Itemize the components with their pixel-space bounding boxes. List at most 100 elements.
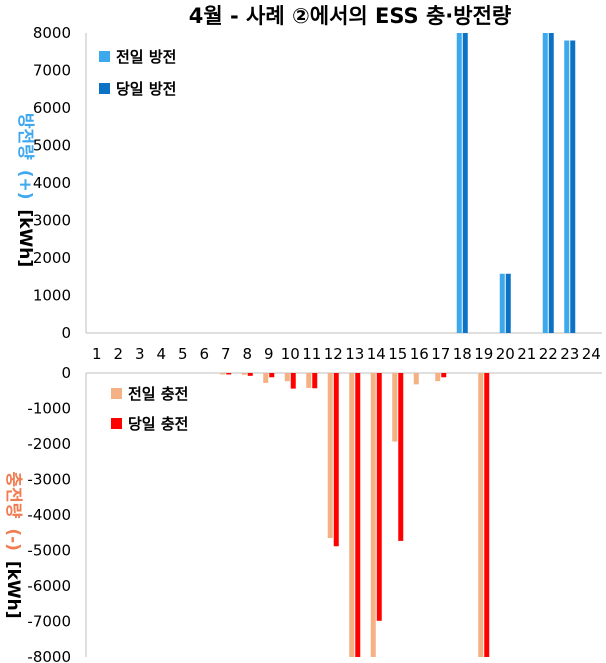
bar-today-charge (269, 373, 275, 378)
x-tick-label: 1 (92, 345, 102, 363)
bar-prev-charge (284, 373, 290, 382)
legend-prev-charge: 전일 충전 (128, 385, 188, 403)
bar-today-charge (484, 373, 490, 657)
bar-prev-discharge (456, 33, 462, 333)
discharge-y-label-main: 방전량 (15, 113, 35, 160)
charge-y-tick-label: -8000 (27, 648, 71, 663)
bar-prev-charge (306, 373, 312, 388)
legend-swatch-today-discharge (99, 83, 110, 94)
legend-today-discharge: 당일 방전 (116, 80, 176, 98)
discharge-y-tick-label: 4000 (33, 174, 71, 192)
x-tick-label: 10 (281, 345, 300, 363)
x-tick-label: 7 (221, 345, 231, 363)
bar-prev-charge (349, 373, 355, 657)
bar-prev-charge (413, 373, 419, 385)
bar-prev-charge (263, 373, 269, 383)
charge-y-tick-label: -1000 (27, 400, 71, 418)
discharge-y-tick-label: 7000 (33, 62, 71, 80)
x-tick-label: 18 (453, 345, 472, 363)
bar-today-charge (355, 373, 361, 657)
charge-y-label-sign: (-) (3, 528, 23, 551)
bar-today-discharge (462, 33, 468, 333)
x-tick-label: 8 (242, 345, 252, 363)
chart-title: 4월 - 사례 ②에서의 ESS 충·방전량 (189, 4, 512, 28)
charge-y-label-main: 충전량 (3, 471, 23, 518)
bar-today-charge (333, 373, 339, 547)
bar-prev-charge (478, 373, 484, 657)
discharge-bars (456, 33, 576, 333)
x-tick-label: 19 (474, 345, 493, 363)
legend-swatch-today-charge (111, 418, 122, 429)
bar-prev-charge (435, 373, 441, 382)
x-tick-label: 4 (156, 345, 166, 363)
discharge-x-ticks: 1 2 3 4 5 6 7 8 9 10 11 12 13 14 15 16 17 18 19 20 21 22 23 24 (92, 345, 601, 363)
legend-today-charge: 당일 충전 (128, 415, 188, 433)
bar-prev-discharge (542, 33, 548, 333)
x-tick-label: 2 (113, 345, 123, 363)
discharge-y-tick-label: 0 (61, 324, 71, 342)
discharge-y-tick-label: 5000 (33, 137, 71, 155)
bar-prev-charge (370, 373, 376, 657)
bar-prev-discharge (564, 40, 570, 333)
discharge-legend: 전일 방전 당일 방전 (99, 48, 176, 98)
discharge-y-label-unit: [kWh] (15, 209, 35, 267)
bar-today-charge (376, 373, 382, 621)
charge-y-tick-label: -4000 (27, 506, 71, 524)
x-tick-label: 6 (199, 345, 209, 363)
discharge-y-tick-label: 3000 (33, 212, 71, 230)
charge-y-tick-label: -2000 (27, 435, 71, 453)
x-tick-label: 16 (410, 345, 429, 363)
bar-today-charge (441, 373, 447, 378)
x-tick-label: 23 (560, 345, 579, 363)
x-tick-label: 3 (135, 345, 145, 363)
bar-prev-charge (392, 373, 398, 442)
bar-today-discharge (548, 33, 554, 333)
x-tick-label: 15 (388, 345, 407, 363)
charge-y-tick-label: -6000 (27, 577, 71, 595)
charge-y-ticks: 0 -1000 -2000 -3000 -4000 -5000 -6000 -7000 -800… (27, 364, 71, 663)
discharge-y-tick-label: 2000 (33, 249, 71, 267)
x-tick-label: 14 (367, 345, 386, 363)
x-tick-label: 24 (582, 345, 601, 363)
legend-prev-discharge: 전일 방전 (116, 48, 176, 66)
charge-bars (220, 373, 490, 657)
x-tick-label: 12 (324, 345, 343, 363)
x-tick-label: 20 (496, 345, 515, 363)
legend-swatch-prev-discharge (99, 51, 110, 62)
x-tick-label: 13 (345, 345, 364, 363)
discharge-y-tick-label: 8000 (33, 24, 71, 42)
bar-today-discharge (570, 40, 576, 333)
discharge-y-tick-label: 1000 (33, 287, 71, 305)
bar-today-charge (226, 373, 232, 375)
x-tick-label: 5 (178, 345, 188, 363)
legend-swatch-prev-charge (111, 388, 122, 399)
charge-y-tick-label: -7000 (27, 613, 71, 631)
bar-today-discharge (505, 273, 511, 333)
bar-prev-charge (327, 373, 333, 539)
bar-prev-discharge (499, 273, 505, 333)
bar-today-charge (312, 373, 318, 389)
x-tick-label: 11 (302, 345, 321, 363)
bar-today-charge (247, 373, 253, 376)
bar-today-charge (290, 373, 296, 389)
bar-prev-charge (220, 373, 226, 375)
x-tick-label: 17 (431, 345, 450, 363)
charge-legend: 전일 충전 당일 충전 (111, 385, 188, 433)
charge-y-label: 충전량 (-) [kWh] (3, 471, 23, 618)
discharge-y-ticks: 0 1000 2000 3000 4000 5000 6000 7000 8000 (33, 24, 71, 342)
charge-y-tick-label: 0 (61, 364, 71, 382)
discharge-y-tick-label: 6000 (33, 99, 71, 117)
x-tick-label: 22 (539, 345, 558, 363)
charge-y-tick-label: -3000 (27, 471, 71, 489)
x-tick-label: 21 (517, 345, 536, 363)
charge-y-tick-label: -5000 (27, 542, 71, 560)
charge-y-label-unit: [kWh] (3, 561, 23, 619)
x-tick-label: 9 (264, 345, 274, 363)
discharge-y-label-sign: (+) (15, 170, 35, 200)
bar-today-charge (398, 373, 404, 541)
charge-panel: 0 -1000 -2000 -3000 -4000 -5000 -6000 -7000 -800… (3, 364, 602, 663)
discharge-y-label: 방전량 (+) [kWh] (15, 113, 35, 267)
bar-prev-charge (241, 373, 247, 375)
